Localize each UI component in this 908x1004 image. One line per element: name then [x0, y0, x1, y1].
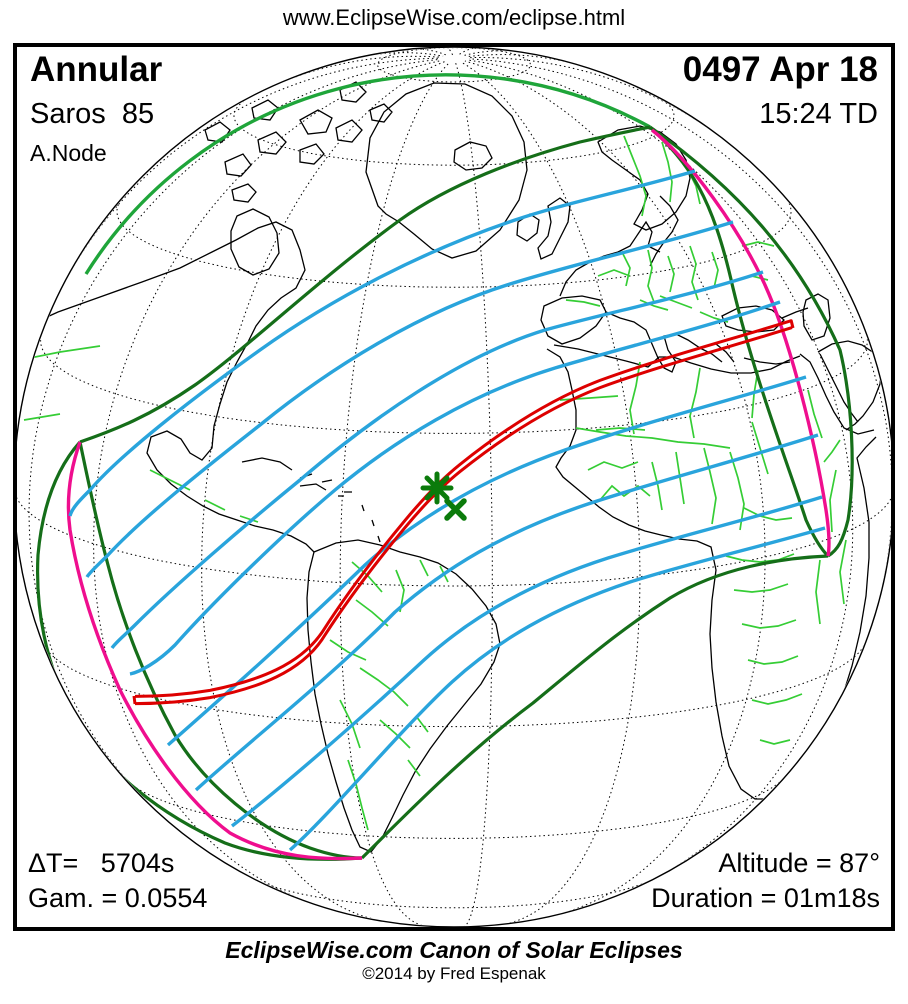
altitude-label: Altitude = 87°: [718, 848, 880, 878]
map-frame: [13, 43, 895, 931]
coastline-north-america: [15, 221, 315, 553]
coastline-scandinavia: [597, 125, 691, 231]
isoline-south-3: [230, 495, 823, 828]
graticule-line: [28, 58, 440, 824]
isoline-south-2: [194, 433, 819, 792]
graticule-line: [460, 61, 641, 925]
node-label: A.Node: [30, 140, 107, 166]
coastline-iceland: [453, 141, 493, 171]
asterisk-center-dot: [432, 483, 442, 493]
central-path-north-edge: [133, 318, 794, 698]
graticule-line: [201, 60, 446, 922]
isoline-north-1: [68, 169, 696, 517]
magnitude-isolines: [68, 169, 826, 852]
coastlines: [15, 81, 883, 853]
eclipse-time-label: 15:24 TD: [759, 98, 878, 130]
globe-limb: [13, 46, 895, 928]
east-limit-outer: [649, 125, 854, 558]
graticule-line: [254, 878, 654, 909]
coastline-greenland: [365, 82, 528, 259]
graticule-line: [408, 48, 448, 56]
isoline-north-2: [85, 220, 734, 578]
graticule-line: [454, 61, 493, 926]
graticule-line: [464, 60, 766, 915]
graticule-line: [40, 335, 868, 434]
coastline-hudson-bay: [230, 208, 280, 276]
graticule-line: [116, 196, 792, 288]
graticule-line: [125, 779, 783, 839]
central-path-east-cap: [789, 319, 795, 329]
graticule-line: [469, 58, 893, 642]
limb-penumbra-arc: [84, 73, 651, 275]
isoline-south-4: [288, 526, 826, 852]
west-limit-inner: [78, 441, 363, 860]
coastline-south-america: [306, 539, 501, 853]
borders-africa: [559, 361, 847, 745]
footer-title: EclipseWise.com Canon of Solar Eclipses: [225, 937, 683, 963]
graticule-line: [457, 48, 478, 56]
eclipse-type-label: Annular: [30, 50, 163, 89]
site-url: www.EclipseWise.com/eclipse.html: [282, 5, 626, 30]
graticule-line: [467, 59, 854, 880]
saros-label: Saros 85: [30, 98, 155, 130]
duration-label: Duration = 01m18s: [651, 883, 880, 913]
sub-solar-x-icon: [444, 498, 467, 521]
graticule-line: [445, 48, 454, 56]
graticule-line: [377, 48, 531, 83]
northern-limit: [79, 125, 651, 444]
isoline-south-1: [166, 375, 807, 747]
sunrise-sunset-curves: [66, 128, 831, 861]
southern-limit: [360, 554, 829, 860]
graticule-line: [41, 641, 867, 728]
graticule-line: [93, 60, 442, 907]
limb-arc-path: [84, 73, 651, 275]
graticule-line: [15, 488, 893, 587]
sunrise-curve-west: [66, 441, 363, 861]
graticule-line: [462, 50, 516, 57]
central-path-west-cap: [132, 695, 137, 705]
borders-europe: [565, 135, 775, 323]
footer-copyright: ©2014 by Fred Espenak: [362, 964, 546, 983]
greatest-eclipse-marker: [420, 471, 454, 505]
graticule: [15, 48, 893, 926]
gamma-label: Gam. = 0.0554: [28, 883, 208, 913]
graticule-line: [339, 61, 451, 926]
sunset-curve-east: [650, 128, 831, 557]
eclipse-markers: [420, 471, 467, 521]
isoline-north-4: [129, 300, 781, 676]
east-limit-inner: [648, 125, 830, 558]
delta-t-label: ΔT= 5704s: [28, 848, 175, 878]
isoline-north-3: [110, 270, 764, 650]
central-path: [132, 318, 795, 706]
borders-north-america: [19, 345, 259, 523]
eclipse-date-label: 0497 Apr 18: [682, 50, 878, 89]
